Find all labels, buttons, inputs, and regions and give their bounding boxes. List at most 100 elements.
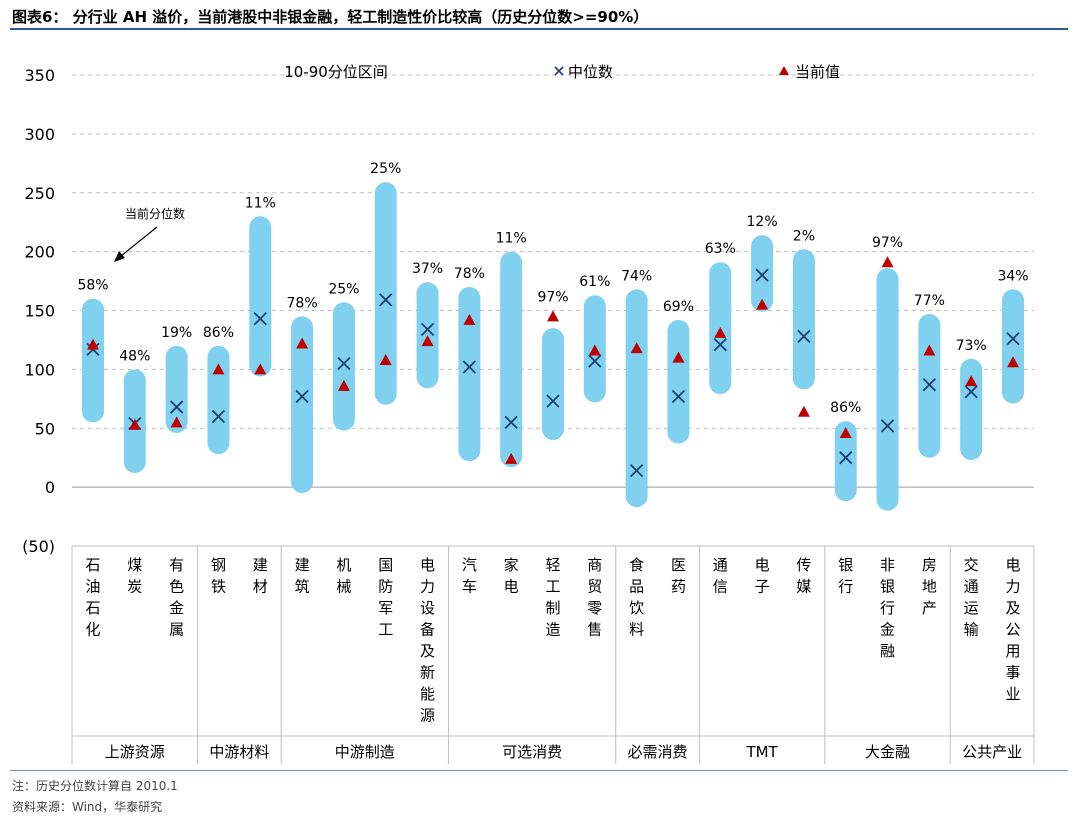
percentile-label: 11% <box>245 195 276 211</box>
category-label-char: 电 <box>1005 556 1020 574</box>
legend: 10-90分位区间 中位数 当前值 <box>284 63 840 81</box>
category-label-char: 能 <box>420 685 435 703</box>
category-label-char: 通 <box>713 556 728 574</box>
median-stroke <box>546 394 560 408</box>
category-label-char: 源 <box>420 707 435 725</box>
median-marker <box>1006 332 1020 346</box>
range-band <box>374 182 397 405</box>
percentile-label: 37% <box>412 261 443 277</box>
category-label-char: 工 <box>378 621 393 639</box>
percentile-label: 86% <box>830 400 861 416</box>
median-stroke <box>1006 332 1020 346</box>
legend-median-label: 中位数 <box>568 63 613 81</box>
legend-current-icon <box>779 66 789 75</box>
category-label-char: 零 <box>587 599 602 617</box>
percentile-label: 77% <box>914 293 945 309</box>
percentile-label: 12% <box>747 214 778 230</box>
title-rule <box>10 28 1068 30</box>
legend-current-label: 当前值 <box>795 63 840 81</box>
category-label-char: 油 <box>85 578 100 596</box>
percentile-label: 61% <box>579 274 610 290</box>
category-label-char: 食 <box>629 556 644 574</box>
y-tick-label: 350 <box>24 66 55 85</box>
range-band <box>458 286 481 462</box>
current-marker <box>87 338 99 350</box>
category-label-char: 银 <box>838 556 853 574</box>
median-marker <box>671 389 686 404</box>
category-label-char: 房 <box>922 556 937 574</box>
category-label-char: 煤 <box>127 556 142 574</box>
median-marker <box>922 378 937 392</box>
category-label-char: 制 <box>545 599 560 617</box>
range-band <box>751 235 774 312</box>
footnote: 注：历史分位数计算自 2010.1 <box>12 779 178 793</box>
median-stroke <box>922 378 937 392</box>
y-tick-label: 300 <box>24 125 55 144</box>
current-marker <box>212 363 225 375</box>
median-marker <box>504 415 518 429</box>
annotation: 当前分位数 <box>114 206 185 262</box>
median-marker <box>379 293 393 307</box>
median-marker <box>295 389 309 404</box>
category-label-char: 金 <box>880 621 895 639</box>
category-label-char: 力 <box>420 578 435 596</box>
category-label-char: 造 <box>545 621 560 639</box>
category-label-char: 钢 <box>211 556 226 574</box>
median-stroke <box>169 400 184 414</box>
percentile-label: 25% <box>370 161 401 177</box>
group-label: 公共产业 <box>962 743 1022 761</box>
percentile-label: 58% <box>77 278 108 294</box>
range-band <box>165 345 188 433</box>
category-label-char: 售 <box>587 621 602 639</box>
group-label: 上游资源 <box>105 743 165 761</box>
category-label-char: 械 <box>336 578 351 596</box>
category-label-char: 国 <box>378 556 393 574</box>
median-marker <box>211 409 226 424</box>
median-stroke <box>211 409 226 424</box>
current-marker <box>170 416 183 428</box>
median-stroke <box>462 360 477 374</box>
category-label-char: 轻 <box>545 556 560 574</box>
category-label-char: 力 <box>1005 578 1020 596</box>
median-marker <box>420 322 435 336</box>
range-band <box>82 298 104 423</box>
range-band <box>332 302 355 431</box>
median-stroke <box>880 419 895 433</box>
median-stroke <box>629 464 644 478</box>
percentile-label: 11% <box>496 231 527 247</box>
category-label-char: 品 <box>629 578 644 596</box>
percentile-label: 19% <box>161 325 192 341</box>
median-marker <box>880 419 895 433</box>
category-label-char: 输 <box>964 621 979 639</box>
median-marker <box>337 356 351 371</box>
current-marker <box>630 342 643 354</box>
percentile-label: 69% <box>663 299 694 315</box>
category-label-char: 交 <box>964 556 979 574</box>
current-marker <box>505 452 518 464</box>
category-label-char: 银 <box>880 578 895 596</box>
median-stroke <box>253 312 267 326</box>
median-stroke <box>295 389 309 404</box>
percentile-labels: 58% 48% 19% 86% 11% 78% 25% 25% 37% 78% 11% 97% 61% 7… <box>77 161 1028 416</box>
range-band <box>792 249 815 390</box>
range-band <box>249 216 272 377</box>
annotation-arrow-line <box>120 226 158 257</box>
percentile-label: 25% <box>328 281 359 297</box>
category-label-char: 用 <box>1005 642 1020 660</box>
category-label-char: 炭 <box>127 578 142 596</box>
median-marker <box>462 360 477 374</box>
percentile-label: 63% <box>705 241 736 257</box>
category-label-char: 设 <box>420 599 435 617</box>
y-tick-label: 0 <box>45 478 55 497</box>
category-label-char: 传 <box>796 556 811 574</box>
category-label-char: 车 <box>462 578 477 596</box>
category-label-char: 行 <box>880 599 895 617</box>
category-label-char: 色 <box>169 578 184 596</box>
current-marker <box>672 351 685 363</box>
median-marker <box>169 400 184 414</box>
median-marker <box>253 312 267 326</box>
range-band <box>1002 289 1024 404</box>
median-marker <box>713 338 727 352</box>
median-stroke <box>671 389 686 404</box>
category-label-char: 电 <box>420 556 435 574</box>
